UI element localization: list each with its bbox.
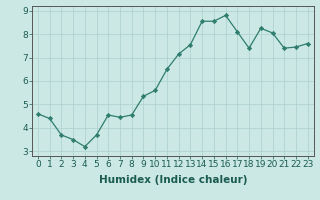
X-axis label: Humidex (Indice chaleur): Humidex (Indice chaleur) bbox=[99, 175, 247, 185]
